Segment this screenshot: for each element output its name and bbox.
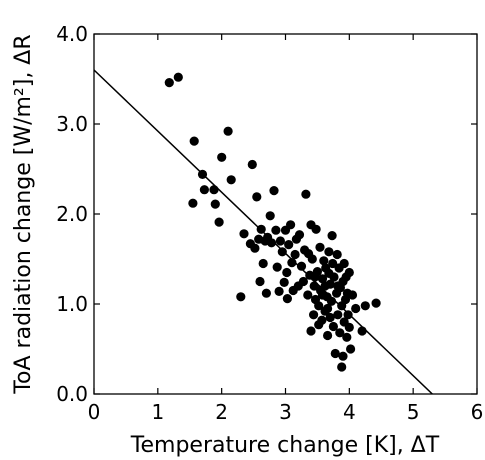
data-point-6 xyxy=(209,185,219,195)
data-point-52 xyxy=(306,326,316,336)
data-point-38 xyxy=(286,220,296,230)
data-point-45 xyxy=(296,261,307,271)
data-point-32 xyxy=(277,247,287,257)
y-tick-label-2: 2.0 xyxy=(56,202,88,226)
y-axis-label: ToA radiation change [W/m²], ΔR xyxy=(11,34,36,394)
data-point-104 xyxy=(323,303,333,314)
y-tick-label-4: 4.0 xyxy=(56,22,88,46)
data-point-30 xyxy=(274,286,284,296)
data-point-103 xyxy=(310,272,320,282)
y-tick-label-3: 3.0 xyxy=(56,112,88,136)
plot-frame xyxy=(93,33,478,395)
data-point-12 xyxy=(236,292,246,302)
data-point-16 xyxy=(250,243,260,253)
data-point-95 xyxy=(346,344,356,354)
data-point-44 xyxy=(294,230,305,240)
data-point-62 xyxy=(317,274,328,284)
data-point-48 xyxy=(301,189,311,199)
data-point-93 xyxy=(344,267,354,278)
data-point-92 xyxy=(343,310,353,320)
data-point-35 xyxy=(282,267,292,278)
x-axis-label: Temperature change [K], ΔT xyxy=(130,433,440,458)
data-point-58 xyxy=(314,301,324,311)
data-point-11 xyxy=(226,175,236,185)
x-tick-label-4: 4 xyxy=(343,400,356,424)
data-point-90 xyxy=(342,332,352,342)
data-point-94 xyxy=(344,322,354,332)
fit-line-layer xyxy=(94,69,433,394)
data-point-9 xyxy=(217,152,227,162)
data-point-106 xyxy=(328,258,338,269)
data-point-21 xyxy=(258,258,268,269)
y-tick-label-0: 0.0 xyxy=(56,382,88,406)
ticks-layer: 0 1 2 3 4 5 6 0.0 1.0 2.0 3.0 4.0 xyxy=(56,22,483,424)
data-point-31 xyxy=(275,236,285,246)
data-point-59 xyxy=(315,242,325,252)
data-point-63 xyxy=(319,256,329,266)
data-point-80 xyxy=(335,328,345,338)
data-point-15 xyxy=(247,159,257,170)
data-point-2 xyxy=(188,198,198,208)
data-point-37 xyxy=(284,240,294,250)
data-point-68 xyxy=(324,247,334,257)
data-point-85 xyxy=(338,351,348,361)
data-point-8 xyxy=(214,217,224,227)
data-point-72 xyxy=(327,231,337,241)
data-point-29 xyxy=(272,262,282,272)
data-point-3 xyxy=(189,136,199,146)
data-point-39 xyxy=(287,258,297,268)
data-point-105 xyxy=(314,320,324,330)
data-point-56 xyxy=(311,224,321,234)
data-point-96 xyxy=(347,290,358,300)
data-point-78 xyxy=(333,310,343,320)
data-point-67 xyxy=(323,330,333,341)
data-point-26 xyxy=(266,238,277,248)
data-point-25 xyxy=(265,211,275,221)
data-point-110 xyxy=(324,268,334,278)
data-point-10 xyxy=(223,126,233,136)
data-point-86 xyxy=(339,258,349,269)
data-point-101 xyxy=(317,290,328,300)
x-tick-label-6: 6 xyxy=(471,400,484,424)
data-point-83 xyxy=(337,362,347,372)
data-point-17 xyxy=(252,192,262,202)
data-point-75 xyxy=(330,348,340,359)
data-point-36 xyxy=(282,294,292,304)
data-point-41 xyxy=(290,249,300,260)
points-layer xyxy=(164,72,381,372)
x-tick-label-3: 3 xyxy=(279,400,292,424)
data-point-28 xyxy=(271,225,281,235)
data-point-100 xyxy=(371,298,381,308)
data-point-108 xyxy=(303,249,314,259)
data-point-19 xyxy=(255,276,265,287)
data-point-13 xyxy=(239,229,249,239)
data-point-49 xyxy=(303,290,313,300)
data-point-23 xyxy=(261,288,271,298)
y-tick-label-1: 1.0 xyxy=(56,292,88,316)
data-point-107 xyxy=(333,281,343,291)
data-point-0 xyxy=(164,78,174,88)
x-tick-label-5: 5 xyxy=(407,400,420,424)
data-point-5 xyxy=(199,185,209,195)
data-point-70 xyxy=(325,312,335,323)
x-tick-label-1: 1 xyxy=(151,400,164,424)
data-point-46 xyxy=(298,276,308,287)
data-point-33 xyxy=(279,277,289,287)
data-point-77 xyxy=(332,249,342,260)
data-point-7 xyxy=(210,199,220,209)
data-point-1 xyxy=(173,72,183,82)
x-tick-label-0: 0 xyxy=(88,400,101,424)
regression-line xyxy=(94,69,433,394)
data-point-99 xyxy=(360,301,370,311)
data-point-97 xyxy=(351,303,361,314)
data-point-109 xyxy=(309,310,319,320)
data-point-73 xyxy=(328,321,338,332)
data-point-27 xyxy=(269,186,279,196)
x-tick-label-2: 2 xyxy=(215,400,228,424)
